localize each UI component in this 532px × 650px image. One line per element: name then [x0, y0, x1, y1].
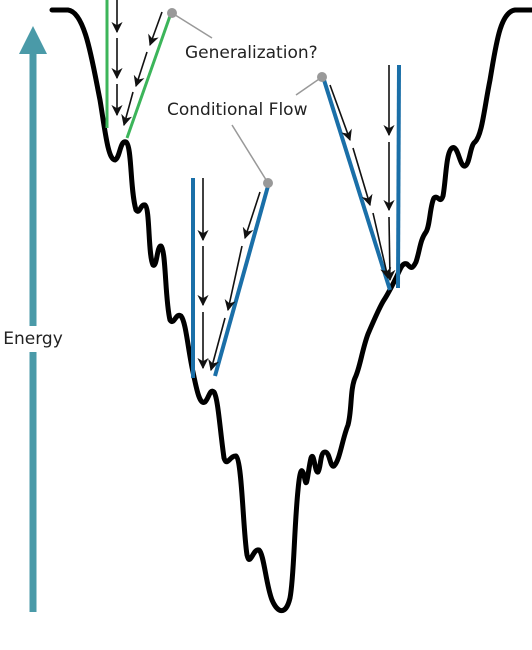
energy-label-bg	[0, 326, 68, 352]
flow-line	[322, 79, 392, 291]
energy-landscape	[49, 7, 532, 614]
leaders	[171, 12, 323, 184]
conditional-flow-label: Conditional Flow	[167, 100, 308, 120]
flow-line	[125, 15, 172, 139]
arrows	[111, 0, 396, 372]
flow-line	[213, 185, 270, 377]
energy-label: Energy	[3, 329, 63, 349]
flow-line	[396, 64, 401, 289]
leader-dots	[167, 8, 327, 188]
generalization-label: Generalization?	[185, 43, 318, 63]
